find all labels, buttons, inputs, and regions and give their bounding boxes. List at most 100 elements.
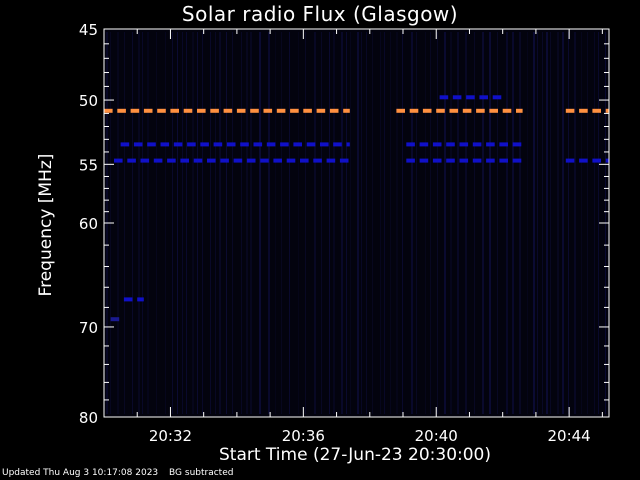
emission-dash xyxy=(123,297,133,302)
emission-dash xyxy=(459,158,469,163)
noise-streak xyxy=(357,32,359,414)
emission-dash xyxy=(432,142,442,147)
emission-dash xyxy=(127,158,136,163)
noise-streak xyxy=(165,32,166,414)
emission-dash xyxy=(280,142,289,147)
noise-streak xyxy=(329,32,330,414)
emission-dash xyxy=(157,108,166,113)
noise-streak xyxy=(581,32,582,414)
emission-dash xyxy=(306,142,316,147)
y-tick-label: 50 xyxy=(79,92,98,110)
emission-dash xyxy=(266,142,276,147)
emission-dash xyxy=(140,158,150,163)
emission-dash xyxy=(173,142,183,147)
emission-dash xyxy=(260,158,269,163)
emission-dash xyxy=(240,142,249,147)
emission-dash xyxy=(446,158,455,163)
noise-streak xyxy=(177,32,178,414)
emission-dash xyxy=(143,108,153,113)
noise-streak xyxy=(372,32,373,414)
noise-streak xyxy=(226,32,227,414)
emission-dash xyxy=(579,108,588,113)
noise-streak xyxy=(210,32,211,414)
emission-dash xyxy=(133,142,143,147)
emission-dash xyxy=(339,158,349,163)
emission-dash xyxy=(213,142,223,147)
noise-streak xyxy=(268,32,270,414)
emission-dash xyxy=(220,158,229,163)
noise-streak xyxy=(246,32,248,414)
emission-dash xyxy=(605,108,609,113)
emission-dash xyxy=(160,142,170,147)
noise-streak xyxy=(457,32,459,414)
emission-dash xyxy=(313,158,322,163)
noise-streak xyxy=(537,32,538,414)
noise-streak xyxy=(182,32,183,414)
emission-dash xyxy=(486,142,495,147)
y-tick-label: 45 xyxy=(79,21,98,39)
noise-streak xyxy=(489,32,491,414)
emission-dash xyxy=(293,142,302,147)
emission-dash xyxy=(472,142,482,147)
noise-streak xyxy=(546,32,548,414)
x-axis: 20:32 20:36 20:40 20:44 xyxy=(103,29,603,445)
emission-dash xyxy=(432,158,442,163)
noise-streak xyxy=(298,32,299,414)
emission-dash xyxy=(200,142,209,147)
emission-dash xyxy=(187,142,196,147)
noise-streak xyxy=(594,32,595,414)
noise-streak xyxy=(124,32,125,414)
noise-streak xyxy=(542,32,543,414)
noise-streak xyxy=(132,32,133,414)
emission-dash xyxy=(263,108,273,113)
emission-dash xyxy=(512,142,522,147)
emission-dash xyxy=(489,108,498,113)
emission-dash xyxy=(343,108,350,113)
emission-dash xyxy=(137,297,144,302)
emission-dash xyxy=(479,95,488,100)
emission-dash xyxy=(436,108,445,113)
noise-streak xyxy=(186,32,187,414)
emission-dash xyxy=(592,108,601,113)
x-tick-label: 20:36 xyxy=(282,427,325,445)
emission-dash xyxy=(422,108,432,113)
noise-streak xyxy=(450,32,452,414)
background-note: BG subtracted xyxy=(169,468,234,478)
emission-dash xyxy=(499,142,508,147)
noise-streak xyxy=(219,32,221,414)
noise-streak xyxy=(305,32,306,414)
emission-dash xyxy=(183,108,193,113)
noise-streak xyxy=(341,32,343,414)
emission-dash xyxy=(207,158,216,163)
noise-streak xyxy=(346,32,347,414)
y-tick-label: 60 xyxy=(79,215,98,233)
emission-dash xyxy=(114,158,123,163)
emission-dash xyxy=(565,158,575,163)
noise-streak xyxy=(156,32,157,414)
emission-dash xyxy=(210,108,219,113)
emission-dash xyxy=(333,142,342,147)
emission-dash xyxy=(273,158,282,163)
noise-streak xyxy=(562,32,564,414)
noise-streak xyxy=(197,32,198,414)
emission-dash xyxy=(329,108,339,113)
noise-streak xyxy=(411,32,413,414)
noise-streak xyxy=(519,32,521,414)
updated-timestamp: Updated Thu Aug 3 10:17:08 2023 xyxy=(2,468,159,478)
noise-streak xyxy=(425,32,426,414)
emission-dash xyxy=(446,142,455,147)
x-axis-label: Start Time (27-Jun-23 20:30:00) xyxy=(219,445,491,465)
emission-dash xyxy=(499,158,508,163)
spectrogram-background xyxy=(104,29,609,417)
emission-dash xyxy=(130,108,140,113)
emission-dash xyxy=(512,158,522,163)
emission-dash xyxy=(290,108,299,113)
noise-streak xyxy=(437,32,438,414)
noise-streak xyxy=(259,32,261,414)
noise-streak xyxy=(402,32,403,414)
noise-streak xyxy=(366,32,367,414)
emission-dash xyxy=(462,108,472,113)
noise-streak xyxy=(390,32,391,414)
emission-dash xyxy=(223,108,233,113)
